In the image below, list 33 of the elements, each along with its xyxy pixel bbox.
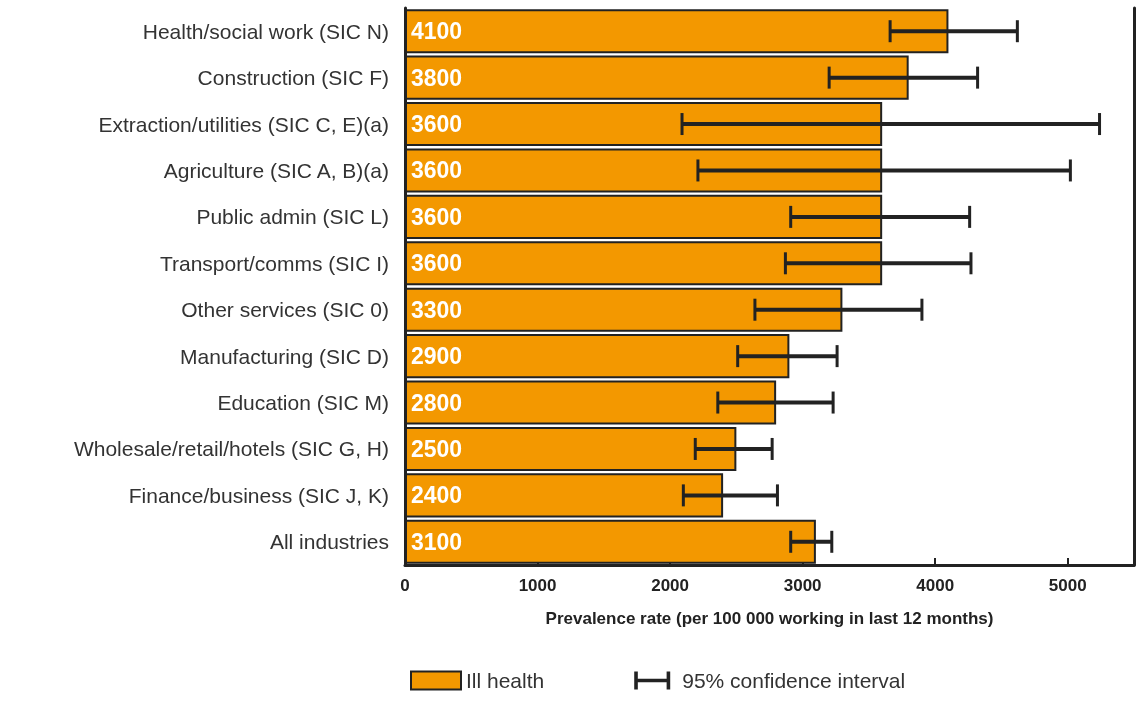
- data-label: 2900: [411, 343, 463, 370]
- data-label: 3300: [411, 296, 463, 323]
- text: 95% confidence interval: [682, 669, 906, 692]
- y-tick-label: Public admin (SIC L): [196, 205, 389, 229]
- data-label: 2800: [411, 389, 463, 416]
- y-tick-label: Manufacturing (SIC D): [180, 344, 389, 368]
- x-axis-title: Prevalence rate (per 100 000 working in last 12 months): [545, 609, 994, 628]
- data-label: 3800: [411, 64, 463, 91]
- y-tick-label: Agriculture (SIC A, B)(a): [163, 158, 389, 182]
- x-tick-label: 5000: [1048, 576, 1087, 595]
- data-label: 3600: [411, 111, 463, 138]
- x-tick-label: 4000: [916, 576, 955, 595]
- y-tick-label: Education (SIC M): [217, 391, 389, 415]
- y-tick-label: Finance/business (SIC J, K): [128, 483, 389, 507]
- y-tick-label: Construction (SIC F): [197, 66, 389, 90]
- y-tick-label: Transport/comms (SIC I): [159, 251, 389, 275]
- data-label: 3100: [411, 528, 463, 555]
- y-tick-label: Other services (SIC 0): [181, 298, 389, 322]
- data-label: 3600: [411, 250, 463, 277]
- data-label: 3600: [411, 157, 463, 184]
- x-tick-label: 0: [400, 576, 410, 595]
- x-tick-label: 2000: [651, 576, 689, 595]
- x-tick-label: 3000: [783, 576, 822, 595]
- y-tick-label: Health/social work (SIC N): [142, 19, 389, 43]
- data-label: 2500: [411, 435, 463, 462]
- legend-label: Ill health: [466, 669, 545, 692]
- y-tick-label: Wholesale/retail/hotels (SIC G, H): [73, 437, 389, 461]
- x-tick-label: 1000: [518, 576, 557, 595]
- data-label: 4100: [411, 18, 463, 45]
- data-label: 2400: [411, 482, 463, 509]
- y-tick-label: All industries: [269, 530, 389, 554]
- y-tick-label: Extraction/utilities (SIC C, E)(a): [98, 112, 389, 136]
- data-label: 3600: [411, 203, 463, 230]
